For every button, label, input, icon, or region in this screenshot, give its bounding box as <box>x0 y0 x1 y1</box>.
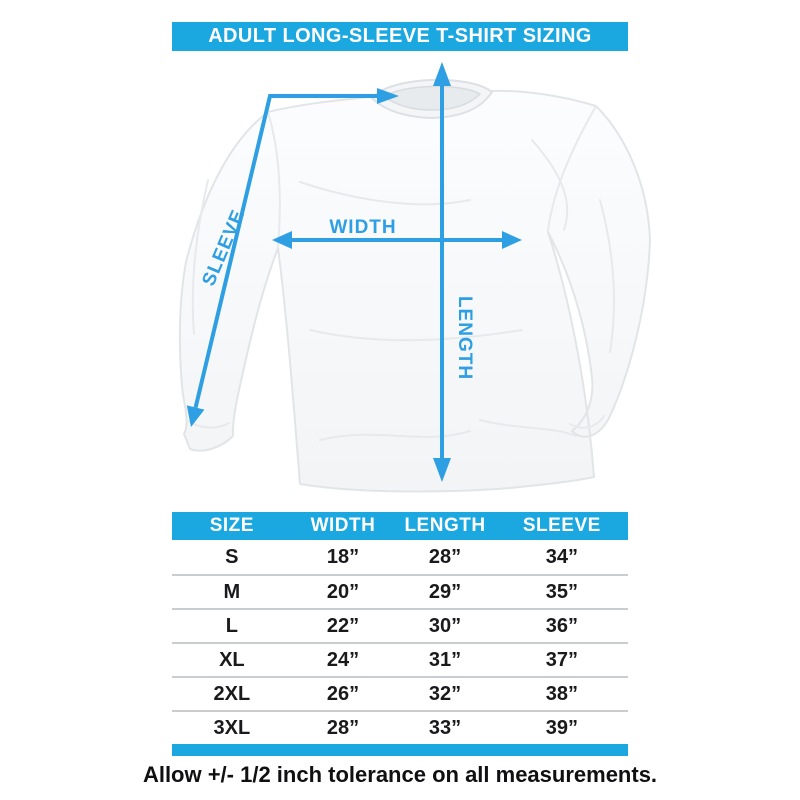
header-cell-length: LENGTH <box>404 515 486 536</box>
cell-size: XL <box>219 648 245 671</box>
table-row: 3XL 28” 33” 39” <box>172 710 628 744</box>
length-arrow <box>433 62 451 482</box>
cell-length: 29” <box>428 580 462 603</box>
table-row: S 18” 28” 34” <box>172 540 628 574</box>
cell-width: 18” <box>326 545 360 568</box>
sleeve-arrow <box>186 88 399 427</box>
header-cell-sleeve: SLEEVE <box>522 515 601 536</box>
cell-length: 28” <box>428 545 462 568</box>
cell-sleeve: 35” <box>545 580 578 603</box>
cell-sleeve: 36” <box>545 614 578 637</box>
width-arrow <box>272 231 522 249</box>
cell-sleeve: 38” <box>545 682 578 705</box>
table-row: XL 24” 31” 37” <box>172 642 628 676</box>
table-header-row: SIZE WIDTH LENGTH SLEEVE <box>172 512 628 540</box>
cell-size: S <box>225 545 239 568</box>
cell-sleeve: 37” <box>545 648 578 671</box>
shirt-body <box>178 82 651 493</box>
table-row: 2XL 26” 32” 38” <box>172 676 628 710</box>
width-label: WIDTH <box>329 217 396 238</box>
header-cell-size: SIZE <box>209 515 254 536</box>
cell-size: 2XL <box>213 682 251 705</box>
cell-length: 32” <box>428 682 462 705</box>
header-cell-width: WIDTH <box>310 515 376 536</box>
size-table: SIZE WIDTH LENGTH SLEEVE S 18” 28” 34” M… <box>172 512 628 756</box>
table-row: M 20” 29” 35” <box>172 574 628 608</box>
shirt-illustration <box>178 78 651 493</box>
cell-length: 33” <box>428 716 462 739</box>
cell-sleeve: 39” <box>545 716 578 739</box>
cell-width: 20” <box>326 580 360 603</box>
table-row: L 22” 30” 36” <box>172 608 628 642</box>
cell-size: L <box>225 614 238 637</box>
length-label: LENGTH <box>454 296 475 380</box>
cell-width: 26” <box>326 682 360 705</box>
cell-sleeve: 34” <box>545 545 578 568</box>
cell-size: 3XL <box>213 716 251 739</box>
cell-length: 30” <box>428 614 462 637</box>
cell-size: M <box>223 580 241 603</box>
measurement-arrows <box>186 62 522 482</box>
page-title: ADULT LONG-SLEEVE T-SHIRT SIZING <box>172 22 628 51</box>
cell-length: 31” <box>428 648 462 671</box>
tolerance-note: Allow +/- 1/2 inch tolerance on all meas… <box>142 762 658 787</box>
shirt-collar-opening <box>383 85 482 111</box>
table-bottom-bar <box>172 744 628 756</box>
cell-width: 22” <box>326 614 360 637</box>
cell-width: 28” <box>326 716 360 739</box>
cell-width: 24” <box>326 648 360 671</box>
shirt-wrinkles <box>185 105 616 441</box>
